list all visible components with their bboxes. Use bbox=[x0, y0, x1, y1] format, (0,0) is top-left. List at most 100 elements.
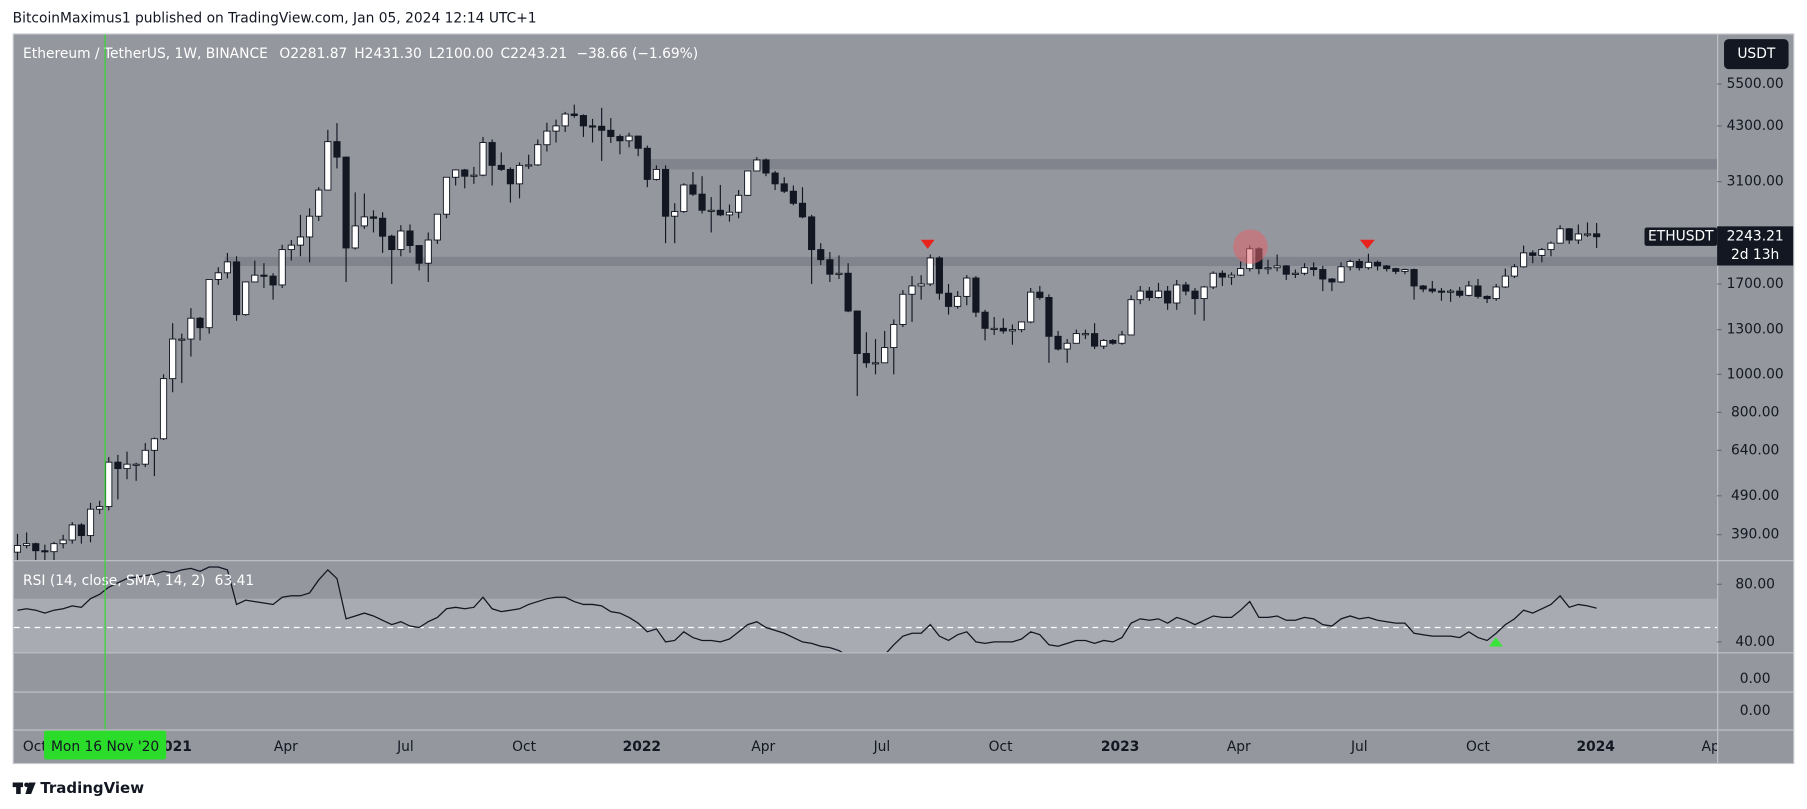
candle-body-up bbox=[479, 142, 487, 176]
ohlc-legend: Ethereum / TetherUS, 1W, BINANCE O2281.87… bbox=[23, 46, 698, 62]
currency-button[interactable] bbox=[1724, 39, 1789, 70]
y-tick-label: 1700.00 bbox=[1727, 276, 1784, 292]
candle-body-up bbox=[169, 338, 177, 380]
candle-body-down bbox=[1483, 295, 1491, 300]
candle-body-down bbox=[808, 216, 816, 251]
low-label: L bbox=[429, 46, 437, 62]
candle-body-up bbox=[1492, 286, 1500, 300]
rsi-last-value: 63.41 bbox=[215, 573, 255, 589]
price-zone bbox=[224, 256, 1718, 267]
candle-body-down bbox=[77, 524, 85, 537]
candle-body-down bbox=[333, 141, 341, 158]
main-pane bbox=[13, 104, 1718, 561]
open-label: O bbox=[279, 46, 290, 62]
rsi-band bbox=[13, 598, 1718, 653]
candle-body-up bbox=[1501, 275, 1509, 288]
empty-pane-label: 0.00 bbox=[1740, 703, 1771, 719]
candle-body-up bbox=[1401, 269, 1409, 272]
candle-body-down bbox=[844, 272, 852, 312]
crosshair-label: Mon 16 Nov '20 bbox=[51, 739, 159, 755]
candle-body-down bbox=[762, 159, 770, 174]
candle-body-up bbox=[442, 176, 451, 215]
candle-body-up bbox=[1008, 329, 1017, 332]
candle-body-down bbox=[415, 245, 423, 264]
tradingview-logo bbox=[12, 782, 36, 795]
candle-body-down bbox=[1392, 268, 1400, 272]
candle-body-up bbox=[1364, 261, 1372, 269]
candle-body-down bbox=[1437, 290, 1446, 293]
y-tick-label: 4300.00 bbox=[1727, 118, 1784, 134]
candle-body-up bbox=[1264, 267, 1272, 270]
candle-body-up bbox=[725, 211, 734, 216]
candle-body-up bbox=[561, 113, 569, 127]
candle-body-up bbox=[205, 279, 213, 329]
candle-body-down bbox=[232, 261, 241, 316]
candle-body-up bbox=[707, 209, 715, 212]
red-marker bbox=[920, 239, 935, 249]
candle-body-down bbox=[342, 156, 350, 249]
candle-body-up bbox=[515, 164, 524, 185]
x-tick-label: Oct bbox=[23, 739, 47, 755]
candle-body-down bbox=[1474, 285, 1482, 297]
candle-body-up bbox=[1337, 266, 1345, 283]
candle-body-down bbox=[634, 135, 642, 149]
candle-body-down bbox=[1355, 260, 1363, 269]
candle-body-down bbox=[461, 169, 469, 177]
candle-body-down bbox=[771, 172, 779, 185]
candle-body-down bbox=[972, 277, 980, 313]
candle-body-up bbox=[908, 285, 916, 295]
footer-brand: TradingView bbox=[40, 779, 144, 797]
candle-body-down bbox=[935, 257, 943, 294]
candle-body-up bbox=[278, 249, 286, 286]
candle-body-up bbox=[424, 239, 432, 264]
candle-body-up bbox=[296, 236, 305, 246]
candle-body-up bbox=[1154, 290, 1163, 298]
candle-body-down bbox=[41, 550, 49, 553]
currency-label[interactable]: USDT bbox=[1737, 46, 1776, 62]
candle-body-down bbox=[1428, 288, 1436, 292]
y-tick-label: 800.00 bbox=[1731, 404, 1779, 420]
candle-body-down bbox=[1109, 339, 1117, 344]
candle-body-up bbox=[1547, 242, 1555, 251]
close-label: C bbox=[500, 46, 510, 62]
candle-body-up bbox=[13, 545, 22, 553]
candle-body-down bbox=[1319, 269, 1327, 280]
candle-body-down bbox=[579, 115, 587, 127]
low-value: 2100.00 bbox=[436, 46, 493, 62]
price-zone bbox=[645, 159, 1718, 170]
candle-body-down bbox=[789, 190, 797, 204]
x-tick-label: Jul bbox=[396, 739, 414, 755]
candle-body-down bbox=[1593, 233, 1601, 238]
candle-body-up bbox=[1447, 290, 1455, 293]
candle-body-up bbox=[50, 543, 58, 553]
candle-body-down bbox=[260, 274, 268, 277]
candle-body-up bbox=[1017, 321, 1026, 331]
green-marker bbox=[1488, 637, 1503, 647]
candle-body-up bbox=[881, 347, 889, 364]
candle-body-up bbox=[1520, 252, 1528, 268]
candle-body-up bbox=[954, 295, 962, 307]
candle-body-up bbox=[287, 244, 295, 251]
y-tick-label: 390.00 bbox=[1731, 527, 1779, 543]
candle-body-down bbox=[999, 327, 1007, 332]
candle-body-down bbox=[114, 461, 122, 470]
candle-body-up bbox=[360, 216, 368, 227]
candle-body-down bbox=[944, 292, 953, 307]
candle-body-up bbox=[1100, 339, 1108, 347]
candle-body-down bbox=[1373, 261, 1382, 267]
candle-body-down bbox=[598, 125, 606, 131]
candle-body-down bbox=[643, 147, 651, 180]
candle-body-down bbox=[826, 259, 834, 275]
time-axis: Oct 2021 Apr Jul Oct 2022 Apr Jul Oct 2023 Apr Jul O… bbox=[23, 739, 1717, 755]
candle-body-down bbox=[1456, 290, 1464, 296]
candle-body-down bbox=[369, 216, 378, 219]
candle-body-down bbox=[661, 168, 670, 217]
candle-body-up bbox=[96, 506, 104, 510]
high-label: H bbox=[354, 46, 364, 62]
candle-body-down bbox=[196, 317, 204, 329]
candle-body-up bbox=[890, 324, 898, 349]
x-tick-label: Apr bbox=[1227, 739, 1251, 755]
candle-body-up bbox=[1538, 249, 1546, 256]
highlight-circle bbox=[1233, 229, 1268, 264]
high-value: 2431.30 bbox=[365, 46, 422, 62]
